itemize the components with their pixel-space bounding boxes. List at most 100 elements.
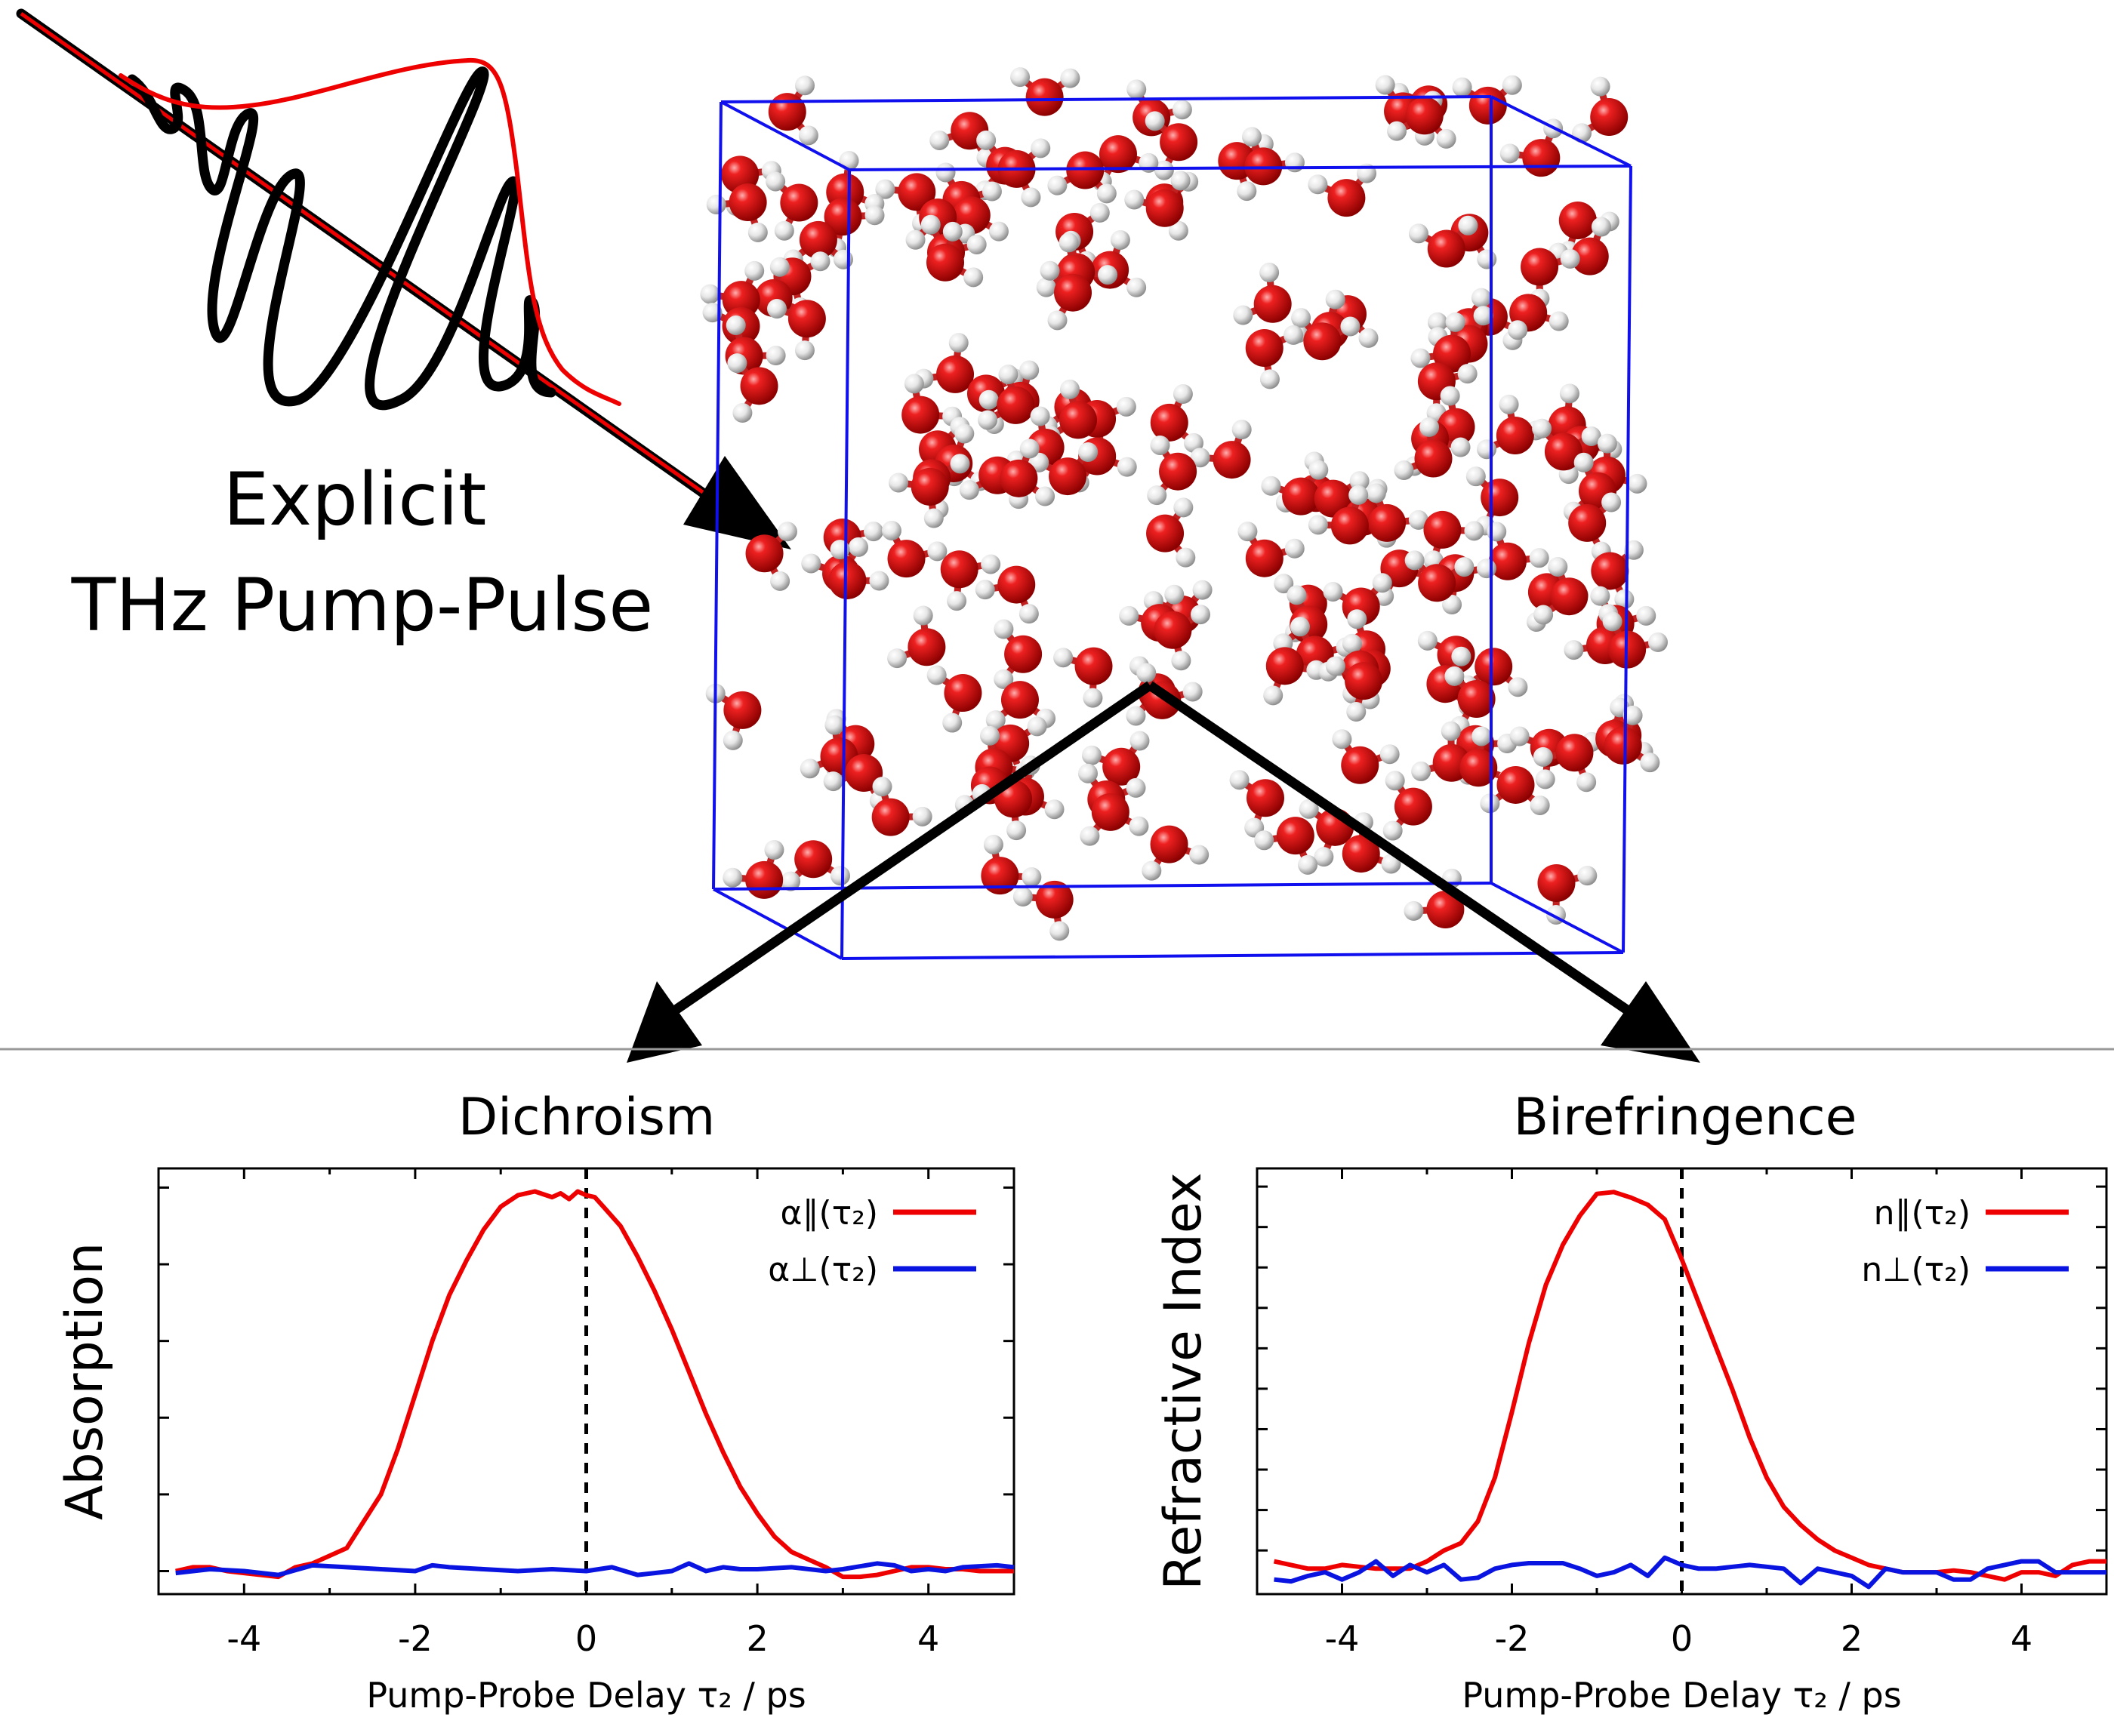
hydrogen-atom (863, 522, 883, 542)
hydrogen-atom (1366, 483, 1386, 503)
hydrogen-atom (1325, 289, 1345, 309)
hydrogen-atom (1419, 417, 1440, 437)
oxygen-atom (1423, 510, 1462, 549)
hydrogen-atom (1142, 860, 1162, 881)
hydrogen-atom (1342, 633, 1362, 654)
water-molecule (1325, 656, 1383, 722)
oxygen-atom (1521, 248, 1559, 286)
x-tick-label: 2 (1841, 1618, 1863, 1659)
oxygen-atom (1568, 503, 1607, 542)
hydrogen-atom (1290, 617, 1310, 637)
water-molecule (926, 221, 984, 288)
hydrogen-atom (1381, 854, 1401, 874)
hydrogen-atom (1471, 726, 1492, 746)
hydrogen-atom (1445, 312, 1465, 332)
hydrogen-atom (1457, 364, 1478, 384)
oxygen-atom (745, 860, 784, 899)
hydrogen-atom (824, 715, 845, 735)
oxygen-atom (1496, 765, 1535, 804)
oxygen-atom (1544, 432, 1582, 471)
water-molecule (1410, 312, 1471, 373)
arrow-to-birefringence-head (1601, 981, 1700, 1063)
hydrogen-atom (1298, 854, 1318, 875)
hydrogen-atom (980, 725, 1000, 746)
hydrogen-atom (1237, 181, 1257, 202)
hydrogen-atom (732, 403, 753, 423)
hydrogen-atom (1385, 771, 1405, 791)
hydrogen-atom (769, 257, 790, 277)
hydrogen-atom (1623, 540, 1644, 560)
hydrogen-atom (1529, 548, 1549, 568)
hydrogen-atom (904, 374, 924, 394)
hydrogen-atom (1427, 312, 1447, 332)
hydrogen-atom (1171, 651, 1191, 671)
oxygen-atom (1245, 539, 1284, 577)
oxygen-atom (794, 840, 833, 879)
hydrogen-atom (1465, 466, 1486, 487)
hydrogen-atom (1261, 476, 1281, 496)
hydrogen-atom (1627, 473, 1647, 494)
water-molecule (706, 183, 768, 242)
hydrogen-atom (1263, 685, 1284, 706)
hydrogen-atom (800, 759, 820, 779)
hydrogen-atom (1078, 442, 1099, 462)
oxygen-atom (1330, 506, 1369, 545)
hydrogen-atom (1602, 611, 1622, 632)
water-molecule (926, 665, 982, 733)
legend-label: n⊥(τ₂) (1861, 1251, 1971, 1289)
hydrogen-atom (1559, 383, 1579, 404)
hydrogen-atom (1117, 457, 1137, 477)
hydrogen-atom (1036, 277, 1056, 297)
hydrogen-atom (1031, 138, 1051, 159)
water-molecule (1308, 163, 1377, 217)
hydrogen-atom (994, 619, 1014, 639)
oxygen-atom (1282, 477, 1320, 516)
hydrogen-atom (1533, 746, 1553, 767)
oxygen-atom (1590, 98, 1629, 137)
oxygen-atom (1276, 817, 1314, 855)
hydrogen-atom (1164, 584, 1185, 605)
hydrogen-atom (1404, 550, 1425, 571)
hydrogen-atom (1417, 630, 1438, 651)
x-tick-label: 0 (575, 1618, 597, 1659)
water-molecule (1408, 215, 1478, 268)
water-molecule (1263, 647, 1327, 706)
water-molecule (1591, 540, 1644, 609)
hydrogen-atom (1581, 426, 1601, 446)
hydrogen-atom (1259, 369, 1280, 389)
water-molecule (767, 299, 826, 361)
hydrogen-atom (927, 541, 948, 562)
oxygen-atom (1150, 825, 1188, 863)
water-molecule (1237, 522, 1305, 577)
hydrogen-atom (1299, 799, 1319, 819)
water-molecule (1532, 418, 1601, 471)
hydrogen-atom (1451, 646, 1471, 666)
hydrogen-atom (1477, 439, 1497, 460)
oxygen-atom (871, 798, 910, 836)
oxygen-atom (824, 198, 862, 236)
x-tick-label: 4 (917, 1618, 939, 1659)
hydrogen-atom (1440, 386, 1460, 406)
hydrogen-atom (747, 222, 768, 242)
hydrogen-atom (1233, 305, 1253, 325)
water-molecule (1342, 812, 1401, 874)
oxygen-atom (1146, 514, 1185, 553)
hydrogen-atom (823, 771, 843, 792)
hydrogen-atom (1098, 265, 1118, 285)
hydrogen-atom (1473, 306, 1493, 326)
hydrogen-atom (912, 806, 932, 826)
hydrogen-atom (1096, 183, 1117, 204)
hydrogen-atom (1189, 845, 1210, 865)
hydrogen-atom (1323, 581, 1343, 602)
water-molecule (1010, 67, 1080, 116)
hydrogen-atom (1622, 705, 1643, 725)
hydrogen-atom (1647, 632, 1668, 652)
water-molecule (1423, 510, 1484, 571)
hydrogen-atom (1080, 826, 1100, 846)
water-molecule (823, 754, 889, 811)
hydrogen-atom (723, 730, 743, 750)
hydrogen-atom (744, 260, 765, 281)
hydrogen-atom (1576, 772, 1597, 793)
hydrogen-atom (1458, 215, 1478, 235)
hydrogen-atom (905, 229, 926, 250)
